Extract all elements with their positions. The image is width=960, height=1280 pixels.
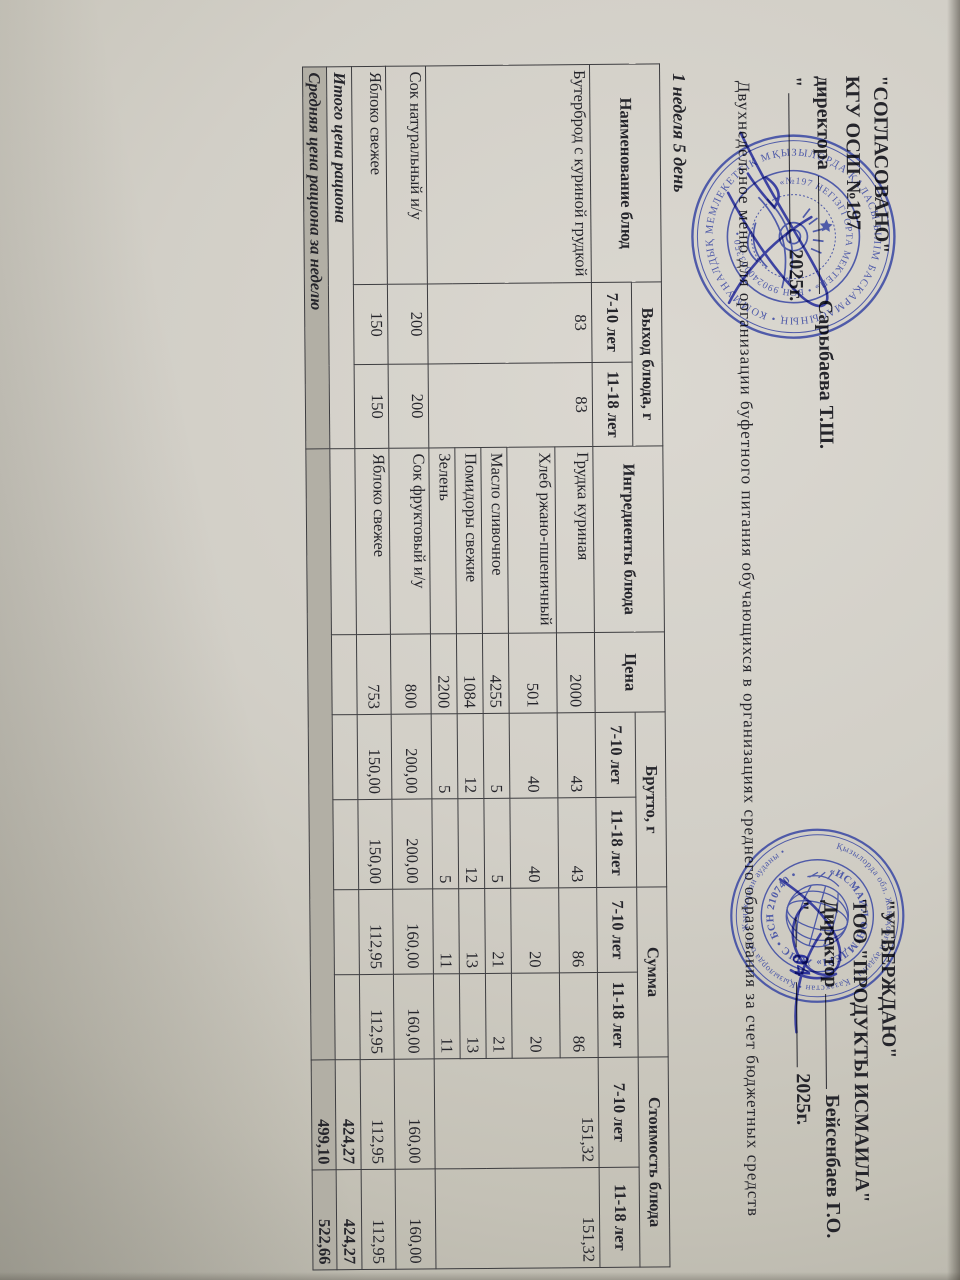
empty-cell — [331, 634, 358, 715]
menu-table: Наименование блюд Выход блюда, г Ингреди… — [302, 63, 670, 1271]
cell-yield-young: 200 — [387, 283, 429, 365]
cell-price: 4255 — [482, 633, 510, 714]
subheader-yield-old: 11-18 лет — [592, 362, 633, 447]
cell-cost-old: 112,95 — [361, 1169, 396, 1270]
cell-gross-old: 5 — [431, 798, 459, 889]
cell-price: 1084 — [456, 633, 484, 714]
empty-cell — [332, 799, 359, 890]
subheader-gross-old: 11-18 лет — [595, 797, 637, 888]
cell-gross-old: 40 — [509, 797, 559, 889]
cell-yield-young: 150 — [353, 284, 389, 365]
cell-price: 753 — [356, 634, 392, 715]
signature-left — [726, 131, 829, 308]
cell-sum-old: 86 — [559, 972, 599, 1058]
col-header-dish: Наименование блюд — [589, 63, 662, 283]
cell-ingredient: Сок фруктовый и/у — [388, 447, 431, 635]
cell-ingredient: Хлеб ржано-пшеничный — [506, 446, 557, 634]
cell-gross-young: 40 — [509, 712, 558, 799]
cell-gross-young: 43 — [557, 712, 596, 798]
cell-gross-young: 5 — [431, 713, 458, 799]
col-header-ingredients: Ингредиенты блюда — [592, 445, 665, 633]
cell-price: 2000 — [556, 632, 596, 713]
subheader-sum-young: 7-10 лет — [596, 887, 638, 973]
col-header-price: Цена — [594, 631, 666, 713]
cell-ingredient: Зелень — [428, 447, 457, 634]
total-cost-young: 424,27 — [335, 1059, 362, 1170]
cell-price: 2200 — [430, 633, 458, 714]
col-header-cost: Стоимость блюда — [638, 1056, 670, 1268]
cell-dish-name: Сок натуральный и/у — [385, 65, 428, 285]
cell-yield-old: 83 — [428, 362, 593, 448]
cell-gross-young: 5 — [483, 713, 510, 799]
cell-gross-young: 12 — [457, 713, 484, 799]
cell-sum-young: 160,00 — [392, 888, 434, 975]
cell-sum-old: 21 — [485, 973, 513, 1059]
cell-ingredient: Грудка куриная — [554, 446, 595, 633]
cell-dish-name: Бутерброд с куриной грудкой — [425, 64, 592, 284]
globe-icon — [785, 871, 849, 948]
cell-sum-old: 13 — [459, 973, 487, 1059]
cell-sum-old: 160,00 — [393, 973, 435, 1060]
cell-gross-old: 43 — [557, 797, 597, 888]
col-header-sum: Сумма — [636, 886, 669, 1058]
photo-edge-shadow — [947, 0, 960, 1280]
cell-cost-old: 160,00 — [395, 1168, 436, 1270]
company-round-stamp: Қызылорда обл. Жаңақорған ауданы • Қазақ… — [702, 804, 928, 1027]
empty-cell — [329, 448, 357, 635]
cell-yield-old: 150 — [354, 364, 389, 449]
cell-sum-old: 20 — [511, 972, 561, 1059]
cell-sum-young: 13 — [458, 888, 486, 974]
cell-dish-name: Яблоко свежее — [351, 66, 388, 285]
cell-price: 800 — [390, 633, 432, 715]
weekly-cost-young: 499,10 — [311, 1059, 337, 1171]
cell-cost-old: 151,32 — [435, 1167, 600, 1269]
signature-right — [778, 878, 842, 1034]
cell-sum-young: 86 — [558, 887, 598, 973]
cell-gross-old: 150,00 — [357, 799, 393, 890]
empty-cell — [334, 974, 361, 1060]
cell-yield-old: 200 — [388, 363, 429, 449]
empty-cell — [332, 714, 358, 800]
approval-right-year: 2025г. — [791, 1073, 815, 1126]
weekly-cost-old: 522,66 — [312, 1169, 337, 1271]
col-header-yield: Выход блюда, г — [631, 281, 663, 447]
cell-price: 501 — [508, 632, 558, 714]
cell-ingredient: Масло сливочное — [480, 447, 509, 634]
empty-cell — [333, 889, 360, 975]
subheader-sum-old: 11-18 лет — [597, 972, 639, 1058]
cell-sum-old: 112,95 — [359, 974, 395, 1060]
photo-edge-shadow — [0, 1272, 960, 1280]
cell-cost-young: 160,00 — [394, 1058, 436, 1170]
cell-yield-young: 83 — [427, 282, 593, 364]
quote-mark: " — [783, 76, 806, 88]
cell-cost-young: 151,32 — [434, 1057, 600, 1169]
col-header-gross: Брутто, г — [635, 711, 667, 888]
cell-gross-young: 150,00 — [357, 714, 392, 800]
cell-sum-young: 112,95 — [358, 889, 394, 975]
subheader-cost-old: 11-18 лет — [599, 1167, 640, 1268]
cell-gross-old: 5 — [483, 798, 511, 889]
cell-sum-young: 21 — [484, 888, 512, 974]
cell-ingredient: Яблоко свежее — [354, 448, 391, 635]
subheader-yield-young: 7-10 лет — [591, 282, 633, 363]
cell-sum-old: 11 — [433, 973, 461, 1059]
subheader-gross-young: 7-10 лет — [595, 712, 636, 798]
subheader-cost-young: 7-10 лет — [598, 1057, 640, 1168]
cell-ingredient: Помидоры свежие — [454, 447, 483, 634]
total-cost-old: 424,27 — [336, 1169, 362, 1270]
total-label: Итого цена рациона — [326, 66, 355, 449]
cell-sum-young: 11 — [432, 888, 460, 974]
approval-right-name: Бейсенбаев Г.О. — [820, 1094, 845, 1239]
cell-cost-young: 112,95 — [360, 1059, 396, 1170]
cell-gross-old: 12 — [457, 798, 485, 889]
cell-gross-old: 200,00 — [391, 798, 433, 890]
weekly-average-label: Средняя цена рациона за неделю — [302, 66, 330, 450]
cell-sum-young: 20 — [510, 887, 560, 974]
cell-gross-young: 200,00 — [391, 713, 432, 800]
